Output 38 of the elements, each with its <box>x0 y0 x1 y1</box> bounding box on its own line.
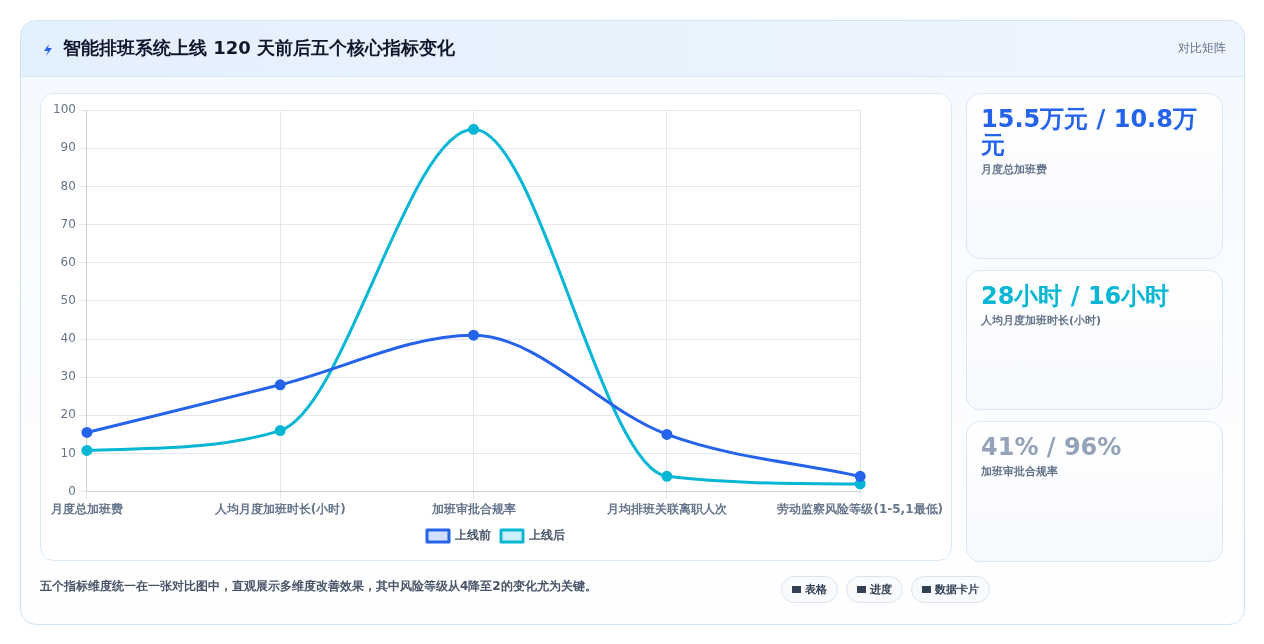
x-tick-label: 人均月度加班时长(小时) <box>213 501 346 516</box>
y-tick-label: 0 <box>68 483 76 498</box>
point <box>81 426 93 438</box>
text: 28小时 / 16小时 <box>981 282 1171 310</box>
point <box>854 470 866 482</box>
text: 对比矩阵 <box>1178 40 1226 57</box>
y-tick-label: 100 <box>53 102 76 117</box>
text: 表格 <box>805 582 827 597</box>
y-tick-label: 30 <box>60 369 76 384</box>
y-tick-label: 20 <box>60 407 76 422</box>
x-tick-label: 月度总加班费 <box>49 501 123 516</box>
text: 加班审批合规率 <box>981 464 1059 479</box>
point <box>274 379 286 391</box>
x-tick-label: 加班审批合规率 <box>430 501 516 516</box>
legend-label: 上线前 <box>454 528 491 543</box>
y-tick-label: 90 <box>60 140 76 155</box>
text: 数据卡片 <box>935 582 979 597</box>
legend-label: 上线后 <box>528 528 565 543</box>
text: 五个指标维度统一在一张对比图中，直观展示多维度改善效果，其中风险等级从4降至2的变化尤为关键。 <box>40 578 597 595</box>
point <box>468 123 480 135</box>
point <box>468 329 480 341</box>
y-tick-label: 60 <box>60 254 76 269</box>
text: 月度总加班费 <box>981 162 1048 177</box>
x-tick-label: 劳动监察风险等级(1-5,1最低) <box>777 501 943 516</box>
y-tick-label: 70 <box>60 216 76 231</box>
text: 人均月度加班时长(小时) <box>981 313 1103 328</box>
y-tick-label: 80 <box>60 178 76 193</box>
point <box>661 470 673 482</box>
text: 进度 <box>870 582 892 597</box>
y-tick-label: 50 <box>60 293 76 308</box>
text: 41% / 96% <box>981 433 1123 461</box>
point <box>661 428 673 440</box>
text: 15.5万元 / 10.8万元 <box>981 105 1198 159</box>
y-tick-label: 10 <box>60 445 76 460</box>
point <box>274 425 286 437</box>
x-tick-label: 月均排班关联离职人次 <box>605 501 728 516</box>
y-tick-label: 40 <box>60 331 76 346</box>
chart-title: 智能排班系统上线 120 天前后五个核心指标变化 <box>63 36 456 60</box>
